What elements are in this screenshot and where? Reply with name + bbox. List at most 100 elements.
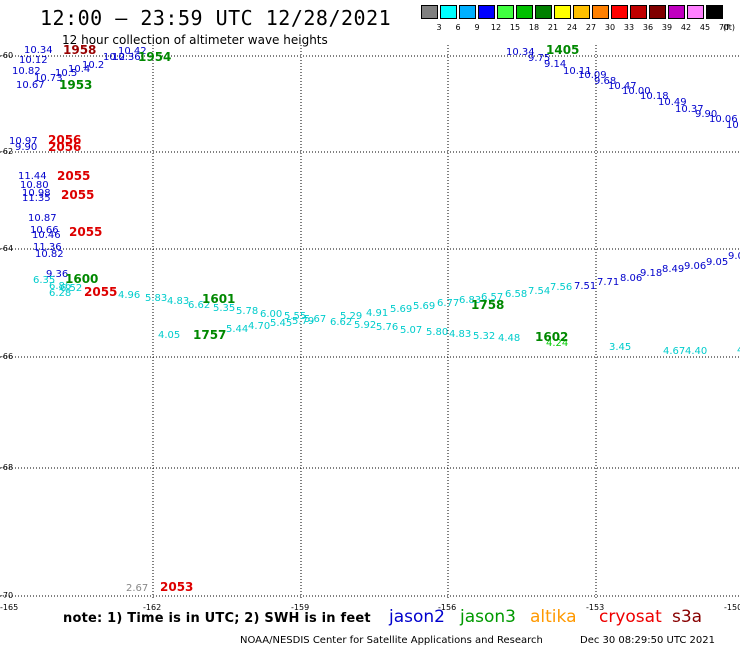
wave-height-value: 6.35 bbox=[33, 275, 56, 286]
wave-height-value: 4 bbox=[737, 346, 740, 356]
latitude-label: -62 bbox=[0, 147, 14, 156]
wave-height-value: 5.67 bbox=[304, 314, 327, 325]
wave-height-value: 6.52 bbox=[60, 283, 83, 294]
wave-height-value: 9.90 bbox=[15, 142, 38, 153]
wave-height-value: 5.92 bbox=[354, 320, 377, 331]
wave-height-value: 10.46 bbox=[32, 230, 61, 241]
legend-swatch bbox=[573, 5, 590, 19]
wave-height-value: 9.06 bbox=[684, 261, 707, 272]
wave-height-value: 11.35 bbox=[22, 193, 51, 204]
wave-height-value: 6.58 bbox=[505, 289, 528, 300]
pass-time-label: 1601 bbox=[202, 292, 236, 306]
wave-height-value: 6.00 bbox=[260, 309, 283, 320]
legend-swatch bbox=[668, 5, 685, 19]
wave-height-value: 7.71 bbox=[597, 277, 620, 288]
wave-height-value: 5.69 bbox=[413, 301, 436, 312]
pass-time-label: 1757 bbox=[193, 328, 227, 342]
wave-height-value: 10.97 bbox=[9, 136, 38, 147]
credit-line: NOAA/NESDIS Center for Satellite Applica… bbox=[240, 635, 543, 646]
wave-height-value: 9.75 bbox=[528, 53, 551, 64]
legend-swatch bbox=[687, 5, 704, 19]
legend-label: 27 bbox=[585, 23, 597, 32]
wave-height-value: 7.54 bbox=[528, 286, 551, 297]
pass-time-label: 1953 bbox=[59, 78, 93, 92]
latitude-label: -68 bbox=[0, 463, 14, 472]
wave-height-value: 9.05 bbox=[706, 257, 729, 268]
legend-label: 18 bbox=[528, 23, 540, 32]
wave-height-value: 6.57 bbox=[481, 292, 504, 303]
satellite-altika: altika bbox=[530, 607, 577, 627]
wave-height-value: 10.09 bbox=[578, 70, 607, 81]
lat-lon-grid bbox=[0, 45, 740, 600]
wave-height-value: 6.77 bbox=[437, 298, 460, 309]
legend-swatch bbox=[516, 5, 533, 19]
wave-height-value: 10.4 bbox=[68, 64, 91, 75]
wave-height-value: 10.34 bbox=[24, 45, 53, 56]
wave-height-value: 6.62 bbox=[330, 317, 353, 328]
legend-label: 24 bbox=[566, 23, 578, 32]
wave-height-value: 4.24 bbox=[546, 338, 569, 349]
wave-height-value: 10.67 bbox=[16, 80, 45, 91]
longitude-label: -153 bbox=[586, 603, 605, 612]
pass-time-label: 2055 bbox=[69, 225, 103, 239]
wave-height-value: 5.45 bbox=[270, 318, 293, 329]
wave-height-value: 10.34 bbox=[506, 47, 535, 58]
legend-swatch bbox=[630, 5, 647, 19]
wave-height-value: 4.96 bbox=[118, 290, 141, 301]
wave-height-value: 5.80 bbox=[426, 327, 449, 338]
wave-height-value: 10.06 bbox=[709, 114, 738, 125]
wave-height-value: 9.36 bbox=[46, 269, 69, 280]
wave-height-value: 5.78 bbox=[236, 306, 259, 317]
wave-height-value: 7.51 bbox=[574, 281, 597, 292]
wave-height-value: 10.37 bbox=[675, 104, 704, 115]
wave-height-value: 4.67 bbox=[663, 346, 686, 357]
pass-time-label: 1405 bbox=[546, 43, 580, 57]
satellite-cryosat: cryosat bbox=[599, 607, 662, 627]
legend-swatch bbox=[478, 5, 495, 19]
legend-label: 36 bbox=[642, 23, 654, 32]
wave-height-value: 9.18 bbox=[640, 268, 663, 279]
wave-height-value: 5.69 bbox=[390, 304, 413, 315]
wave-height-value: 8.06 bbox=[620, 273, 643, 284]
pass-time-label: 1600 bbox=[65, 272, 99, 286]
legend-label: 70 bbox=[718, 23, 730, 32]
wave-height-value: 9.14 bbox=[544, 59, 567, 70]
legend-label: 39 bbox=[661, 23, 673, 32]
wave-height-value: 5.44 bbox=[226, 324, 249, 335]
wave-height-value: 5.83 bbox=[145, 293, 168, 304]
legend-swatch bbox=[611, 5, 628, 19]
wave-height-value: 10.12 bbox=[19, 55, 48, 66]
legend-swatch bbox=[497, 5, 514, 19]
wave-height-value: 10.82 bbox=[12, 66, 41, 77]
longitude-label: -159 bbox=[291, 603, 310, 612]
map-title: 12:00 — 23:59 UTC 12/28/2021 bbox=[40, 6, 392, 30]
legend-swatch bbox=[535, 5, 552, 19]
wave-height-value: 10.11 bbox=[563, 66, 592, 77]
pass-time-label: 2055 bbox=[57, 169, 91, 183]
wave-height-value: 10.36 bbox=[112, 52, 141, 63]
legend-swatch bbox=[459, 5, 476, 19]
legend-label: 6 bbox=[455, 23, 461, 32]
map-subtitle: 12 hour collection of altimeter wave hei… bbox=[62, 33, 328, 47]
wave-height-value: 7.56 bbox=[550, 282, 573, 293]
pass-time-label: 2055 bbox=[84, 285, 118, 299]
wave-height-value: 10.66 bbox=[30, 225, 59, 236]
wave-height-value: 11.44 bbox=[18, 171, 47, 182]
legend-label: 45 bbox=[699, 23, 711, 32]
wave-height-value: 5.76 bbox=[376, 322, 399, 333]
legend-label: 3 bbox=[436, 23, 442, 32]
wave-height-value: 6.86 bbox=[49, 281, 72, 292]
legend-swatch bbox=[554, 5, 571, 19]
pass-time-label: 1758 bbox=[471, 298, 505, 312]
pass-time-label: 2053 bbox=[160, 580, 194, 594]
legend-swatch bbox=[421, 5, 438, 19]
satellite-jason3: jason3 bbox=[460, 607, 516, 627]
wave-height-value: 10.2 bbox=[103, 52, 126, 63]
legend-swatch bbox=[706, 5, 723, 19]
wave-height-value: 10.2 bbox=[82, 60, 105, 71]
wave-height-value: 9.90 bbox=[695, 109, 718, 120]
legend-label: 42 bbox=[680, 23, 692, 32]
pass-time-label: 2055 bbox=[61, 188, 95, 202]
latitude-label: -66 bbox=[0, 352, 14, 361]
wave-height-value: 4.48 bbox=[498, 333, 521, 344]
